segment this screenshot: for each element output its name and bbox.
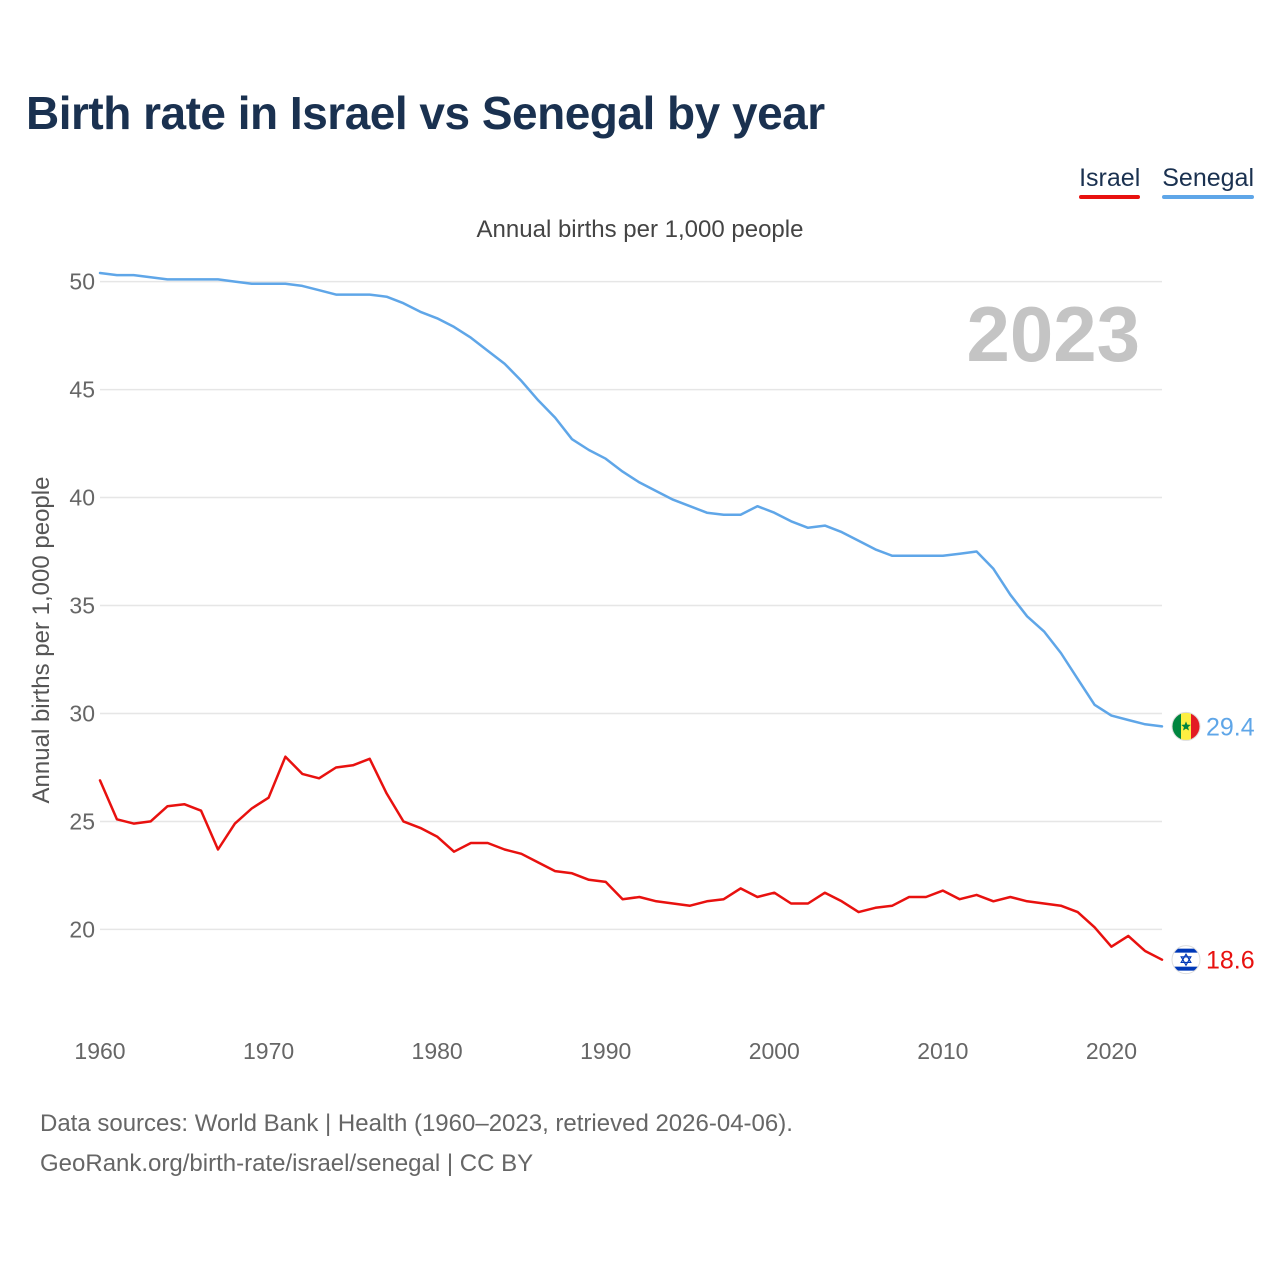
year-watermark: 2023 [966,290,1140,378]
x-tick-label: 2020 [1086,1038,1137,1064]
legend-item-senegal[interactable]: Senegal [1162,164,1254,199]
end-marker-senegal: 29.4 [1171,711,1255,741]
legend-swatch-senegal [1162,195,1254,199]
legend-label-israel: Israel [1079,164,1141,192]
end-value-israel: 18.6 [1206,947,1255,975]
series-lines [98,271,1164,961]
series-line-israel [98,755,1164,961]
end-marker-israel: 18.6 [1171,945,1255,975]
x-tick-label: 1970 [243,1038,294,1064]
y-tick-label: 30 [69,700,95,726]
x-tick-label: 1990 [580,1038,631,1064]
senegal-flag-icon [1172,712,1200,741]
y-tick-label: 45 [69,377,95,403]
y-tick-label: 35 [69,593,95,619]
legend-label-senegal: Senegal [1162,164,1254,192]
y-axis: 20 25 30 35 40 45 50 [69,269,95,943]
legend: Israel Senegal [1079,164,1254,199]
x-axis: 1960 1970 1980 1990 2000 2010 2020 [74,1038,1137,1064]
source-note: Data sources: World Bank | Health (1960–… [40,1104,793,1184]
legend-swatch-israel [1079,195,1141,199]
y-tick-label: 20 [69,916,95,942]
x-tick-label: 2010 [917,1038,968,1064]
gridlines [100,280,1162,931]
x-tick-label: 2000 [749,1038,800,1064]
series-line-senegal [98,271,1164,728]
chart-title: Birth rate in Israel vs Senegal by year [26,87,825,139]
x-tick-label: 1960 [74,1038,125,1064]
y-tick-label: 50 [69,269,95,295]
israel-flag-icon [1172,945,1200,974]
legend-item-israel[interactable]: Israel [1079,164,1141,199]
y-tick-label: 25 [69,808,95,834]
x-tick-label: 1980 [412,1038,463,1064]
series-end-markers: 18.6 29.4 [1171,711,1255,975]
source-line-1: Data sources: World Bank | Health (1960–… [40,1110,793,1137]
chart-subtitle: Annual births per 1,000 people [476,216,804,243]
end-value-senegal: 29.4 [1206,713,1255,741]
y-tick-label: 40 [69,485,95,511]
source-line-2: GeoRank.org/birth-rate/israel/senegal | … [40,1150,534,1177]
